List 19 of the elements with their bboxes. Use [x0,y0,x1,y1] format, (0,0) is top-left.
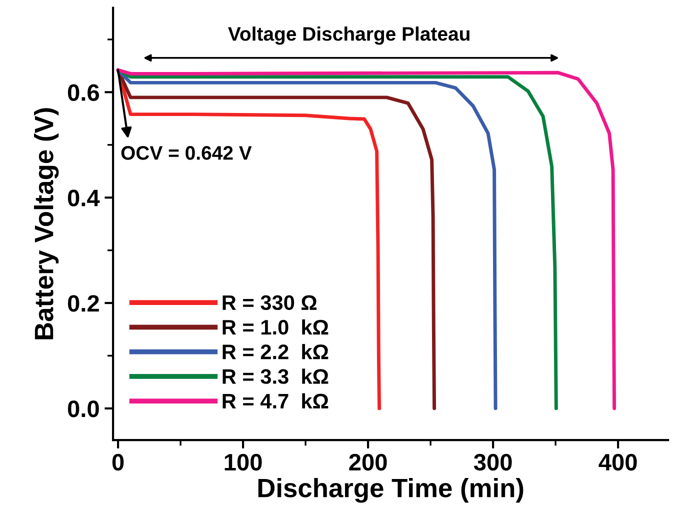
x-axis-title: Discharge Time (min) [258,478,524,503]
y-tick-label: 0.0 [68,400,99,418]
legend-label: R = 330 Ω [222,295,317,310]
legend-label: R = 2.2 kΩ [222,344,328,360]
x-tick-label: 0 [112,454,124,471]
x-tick-label: 400 [598,454,637,471]
legend-label: R = 3.3 kΩ [222,368,328,384]
y-tick-label: 0.2 [68,295,99,312]
annotation: OCV = 0.642 V [121,146,252,160]
y-axis-title: Battery Voltage (V) [34,108,59,340]
line-series [116,68,436,410]
y-tick-label: 0.6 [68,84,99,101]
legend-label: R = 1.0 kΩ [222,319,328,335]
legend-label: R = 4.7 kΩ [222,393,328,408]
x-tick-label: 300 [474,454,512,471]
annotation: Voltage Discharge Plateau [228,26,470,45]
y-tick-label: 0.4 [68,190,100,206]
x-tick-label: 100 [224,454,262,471]
x-tick-label: 200 [349,454,387,471]
